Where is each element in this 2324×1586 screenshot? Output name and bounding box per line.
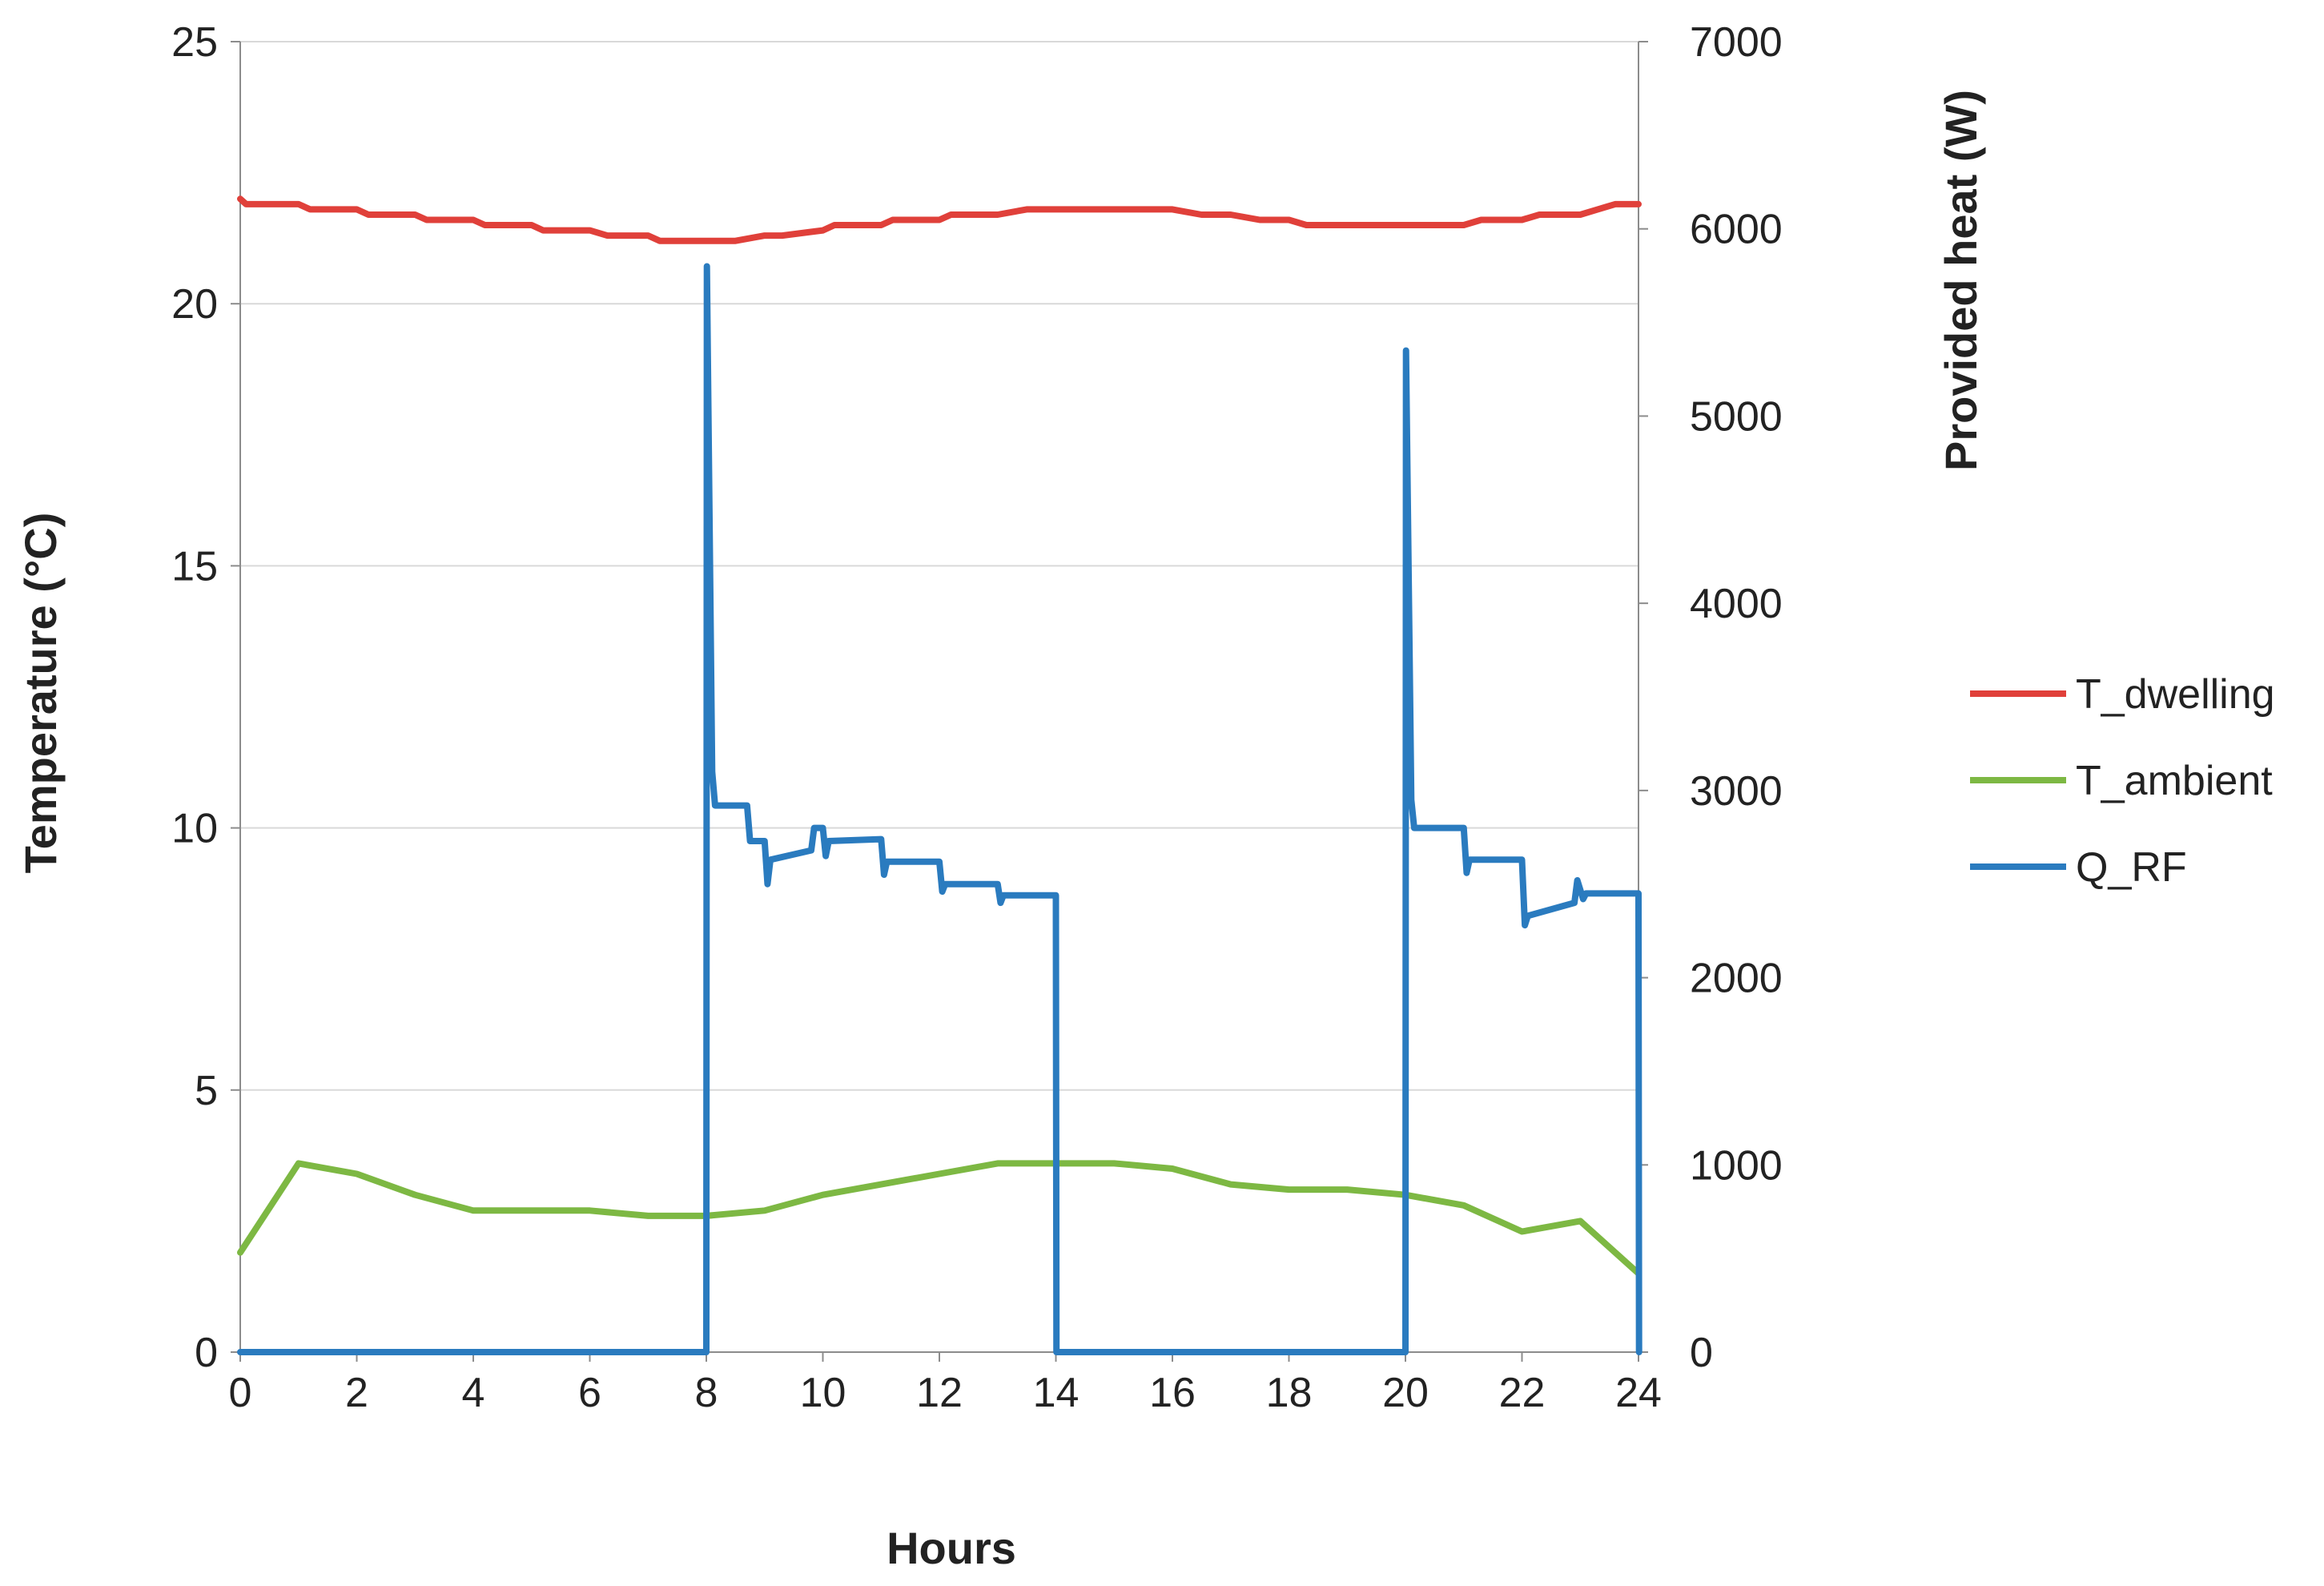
legend-label: T_dwelling (2076, 671, 2275, 718)
legend-label: T_ambient (2076, 758, 2273, 804)
y-tick-label: 25 (171, 19, 218, 66)
x-tick-label: 12 (916, 1370, 963, 1416)
x-tick-label: 22 (1499, 1370, 1546, 1416)
y2-tick-label: 0 (1690, 1330, 1713, 1376)
y2-axis-title: Provided heat (W) (1936, 90, 1986, 471)
x-tick-label: 24 (1615, 1370, 1662, 1416)
series-line-q-rf (237, 263, 1642, 1355)
y-tick-label: 15 (171, 543, 218, 590)
y-tick-label: 0 (195, 1330, 218, 1376)
y-axis-title: Temperature (°C) (15, 513, 66, 874)
x-tick-label: 8 (695, 1370, 718, 1416)
x-tick-label: 4 (462, 1370, 485, 1416)
y2-tick-label: 6000 (1690, 207, 1783, 253)
x-axis-title: Hours (887, 1523, 1016, 1573)
series-line-t-dwelling (237, 195, 1642, 244)
axes (231, 41, 1648, 1362)
x-tick-label: 18 (1266, 1370, 1313, 1416)
x-tick-label: 0 (229, 1370, 252, 1416)
gridlines (240, 41, 1638, 1091)
x-tick-label: 2 (345, 1370, 368, 1416)
x-tick-label: 20 (1382, 1370, 1429, 1416)
y-tick-label: 5 (195, 1068, 218, 1114)
tick-labels: 0 2 4 6 8 10 12 14 16 18 20 22 240510152025010002000… (171, 19, 1783, 1416)
y2-tick-label: 3000 (1690, 768, 1783, 815)
y2-tick-label: 4000 (1690, 581, 1783, 627)
y2-tick-label: 2000 (1690, 956, 1783, 1002)
x-tick-label: 10 (800, 1370, 846, 1416)
series-lines (237, 195, 1642, 1355)
legend: T_dwelling T_ambient Q_RF (1970, 671, 2275, 891)
y-tick-label: 10 (171, 806, 218, 852)
series-line-t-ambient (237, 1160, 1642, 1277)
legend-label: Q_RF (2076, 844, 2187, 891)
y2-tick-label: 1000 (1690, 1142, 1783, 1189)
y2-tick-label: 5000 (1690, 393, 1783, 440)
y2-tick-label: 7000 (1690, 19, 1783, 66)
x-tick-label: 6 (578, 1370, 601, 1416)
x-tick-label: 16 (1149, 1370, 1196, 1416)
x-tick-label: 14 (1033, 1370, 1080, 1416)
y-tick-label: 20 (171, 281, 218, 328)
